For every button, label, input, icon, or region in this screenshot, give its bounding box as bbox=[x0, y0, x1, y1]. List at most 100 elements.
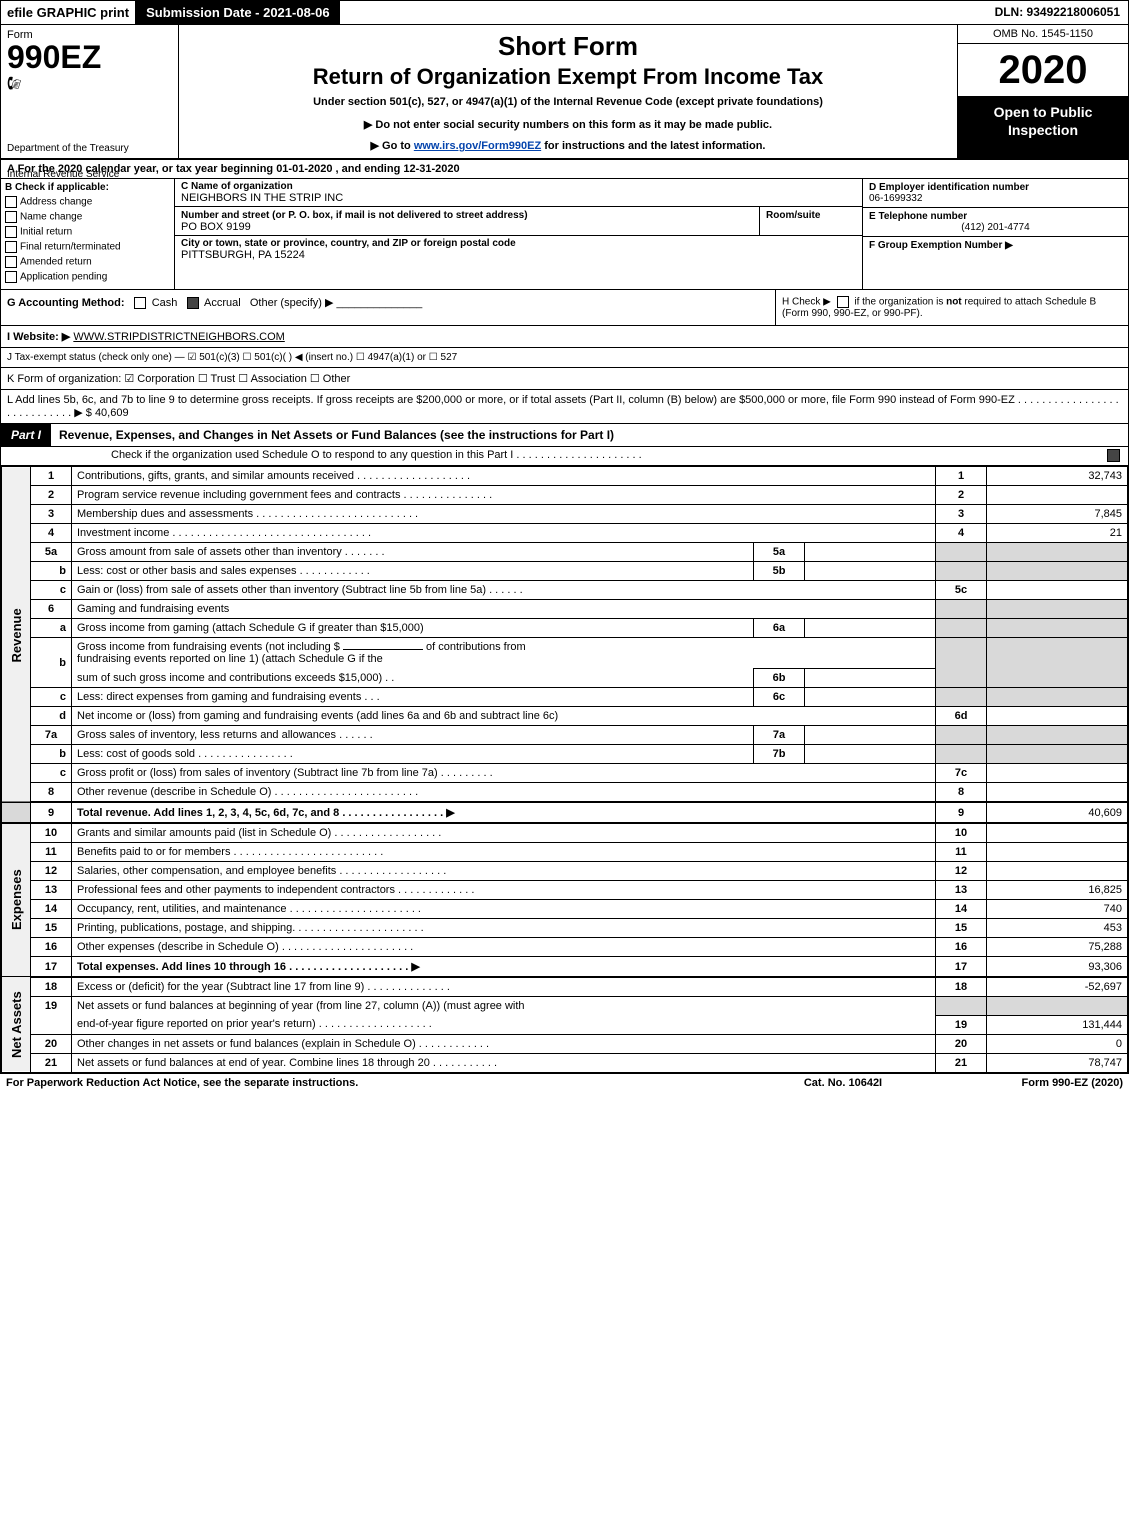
website-prefix: I Website: ▶ bbox=[7, 331, 70, 343]
l7a-midval bbox=[805, 726, 936, 745]
l8-desc: Other revenue (describe in Schedule O) .… bbox=[72, 783, 936, 803]
l8-rnum: 8 bbox=[936, 783, 987, 803]
l2-rnum: 2 bbox=[936, 486, 987, 505]
l20-rnum: 20 bbox=[936, 1034, 987, 1053]
top-bar-spacer bbox=[340, 1, 987, 24]
l12-rnum: 12 bbox=[936, 862, 987, 881]
l5a-desc: Gross amount from sale of assets other t… bbox=[72, 543, 754, 562]
city-value: PITTSBURGH, PA 15224 bbox=[181, 249, 305, 261]
l1-val: 32,743 bbox=[987, 467, 1128, 486]
l19-rshade bbox=[936, 997, 987, 1016]
l21-val: 78,747 bbox=[987, 1053, 1128, 1072]
line-5b: b Less: cost or other basis and sales ex… bbox=[2, 562, 1128, 581]
l4-rnum: 4 bbox=[936, 524, 987, 543]
l5a-rshade bbox=[936, 543, 987, 562]
chk-final-return[interactable]: Final return/terminated bbox=[5, 241, 170, 253]
footer: For Paperwork Reduction Act Notice, see … bbox=[0, 1074, 1129, 1092]
chk-application-pending[interactable]: Application pending bbox=[5, 271, 170, 283]
line-19a: 19 Net assets or fund balances at beginn… bbox=[2, 997, 1128, 1016]
website-value[interactable]: WWW.STRIPDISTRICTNEIGHBORS.COM bbox=[73, 331, 284, 343]
l5a-num: 5a bbox=[31, 543, 72, 562]
l3-num: 3 bbox=[31, 505, 72, 524]
l3-desc: Membership dues and assessments . . . . … bbox=[72, 505, 936, 524]
l6a-num: a bbox=[31, 619, 72, 638]
row-l-value: 40,609 bbox=[95, 407, 129, 419]
efile-print-link[interactable]: efile GRAPHIC print bbox=[1, 1, 136, 24]
chk-initial-return[interactable]: Initial return bbox=[5, 226, 170, 238]
row-gh: G Accounting Method: Cash Accrual Other … bbox=[1, 290, 1128, 326]
line-1: Revenue 1 Contributions, gifts, grants, … bbox=[2, 467, 1128, 486]
part-1-header: Part I Revenue, Expenses, and Changes in… bbox=[1, 424, 1128, 447]
l17-rnum: 17 bbox=[936, 957, 987, 978]
l16-num: 16 bbox=[31, 938, 72, 957]
h-text2: if the organization is bbox=[852, 297, 947, 308]
ein-value: 06-1699332 bbox=[869, 193, 922, 204]
chk-accrual[interactable] bbox=[187, 297, 199, 309]
l5c-val bbox=[987, 581, 1128, 600]
l7a-rshade bbox=[936, 726, 987, 745]
goto-notice: ▶ Go to www.irs.gov/Form990EZ for instru… bbox=[187, 139, 949, 152]
line-7c: c Gross profit or (loss) from sales of i… bbox=[2, 764, 1128, 783]
chk-schedule-b[interactable] bbox=[837, 296, 849, 308]
l16-desc: Other expenses (describe in Schedule O) … bbox=[72, 938, 936, 957]
part-1-badge: Part I bbox=[1, 424, 51, 446]
l21-desc: Net assets or fund balances at end of ye… bbox=[72, 1053, 936, 1072]
l6b-mid: 6b bbox=[754, 669, 805, 688]
row-l-text: L Add lines 5b, 6c, and 7b to line 9 to … bbox=[7, 394, 1119, 419]
line-6a: a Gross income from gaming (attach Sched… bbox=[2, 619, 1128, 638]
org-name-row: C Name of organization NEIGHBORS IN THE … bbox=[175, 179, 862, 207]
l14-val: 740 bbox=[987, 900, 1128, 919]
line-7a: 7a Gross sales of inventory, less return… bbox=[2, 726, 1128, 745]
l13-num: 13 bbox=[31, 881, 72, 900]
irs-label: Internal Revenue Service bbox=[1, 169, 190, 180]
l6b-midval bbox=[805, 669, 936, 688]
l1-rnum: 1 bbox=[936, 467, 987, 486]
chk-cash[interactable] bbox=[134, 297, 146, 309]
l5b-desc: Less: cost or other basis and sales expe… bbox=[72, 562, 754, 581]
col-c-org-info: C Name of organization NEIGHBORS IN THE … bbox=[175, 179, 862, 289]
chk-address-change[interactable]: Address change bbox=[5, 196, 170, 208]
l6c-num: c bbox=[31, 688, 72, 707]
l6d-val bbox=[987, 707, 1128, 726]
l18-rnum: 18 bbox=[936, 977, 987, 997]
l3-val: 7,845 bbox=[987, 505, 1128, 524]
cash-label: Cash bbox=[152, 297, 178, 309]
city-row: City or town, state or province, country… bbox=[175, 236, 862, 263]
l16-val: 75,288 bbox=[987, 938, 1128, 957]
line-6b: b Gross income from fundraising events (… bbox=[2, 638, 1128, 669]
l6a-valshade bbox=[987, 619, 1128, 638]
l20-val: 0 bbox=[987, 1034, 1128, 1053]
l6c-midval bbox=[805, 688, 936, 707]
l9-val: 40,609 bbox=[987, 802, 1128, 823]
form-number: 990EZ bbox=[7, 41, 172, 73]
l6d-rnum: 6d bbox=[936, 707, 987, 726]
line-5c: c Gain or (loss) from sale of assets oth… bbox=[2, 581, 1128, 600]
line-19b: end-of-year figure reported on prior yea… bbox=[2, 1015, 1128, 1034]
l19-desc1: Net assets or fund balances at beginning… bbox=[72, 997, 936, 1016]
l7a-num: 7a bbox=[31, 726, 72, 745]
l6b-valshade bbox=[987, 638, 1128, 688]
line-9: 9 Total revenue. Add lines 1, 2, 3, 4, 5… bbox=[2, 802, 1128, 823]
phone-value: (412) 201-4774 bbox=[869, 222, 1122, 233]
chk-schedule-o-part1[interactable] bbox=[1107, 449, 1120, 462]
line-8: 8 Other revenue (describe in Schedule O)… bbox=[2, 783, 1128, 803]
chk-amended-return[interactable]: Amended return bbox=[5, 256, 170, 268]
room-label: Room/suite bbox=[766, 210, 820, 221]
top-bar: efile GRAPHIC print Submission Date - 20… bbox=[1, 1, 1128, 25]
line-11: 11 Benefits paid to or for members . . .… bbox=[2, 843, 1128, 862]
line-10: Expenses 10 Grants and similar amounts p… bbox=[2, 823, 1128, 843]
l6d-desc: Net income or (loss) from gaming and fun… bbox=[72, 707, 936, 726]
l6a-rshade bbox=[936, 619, 987, 638]
l15-val: 453 bbox=[987, 919, 1128, 938]
l8-val bbox=[987, 783, 1128, 803]
goto-link[interactable]: www.irs.gov/Form990EZ bbox=[414, 140, 541, 152]
chk-name-change[interactable]: Name change bbox=[5, 211, 170, 223]
schedule-b-check: H Check ▶ if the organization is not req… bbox=[775, 290, 1128, 325]
l6c-desc: Less: direct expenses from gaming and fu… bbox=[72, 688, 754, 707]
line-7b: b Less: cost of goods sold . . . . . . .… bbox=[2, 745, 1128, 764]
col-b-title: B Check if applicable: bbox=[5, 182, 170, 193]
l6a-midval bbox=[805, 619, 936, 638]
l10-rnum: 10 bbox=[936, 823, 987, 843]
l13-rnum: 13 bbox=[936, 881, 987, 900]
l16-rnum: 16 bbox=[936, 938, 987, 957]
